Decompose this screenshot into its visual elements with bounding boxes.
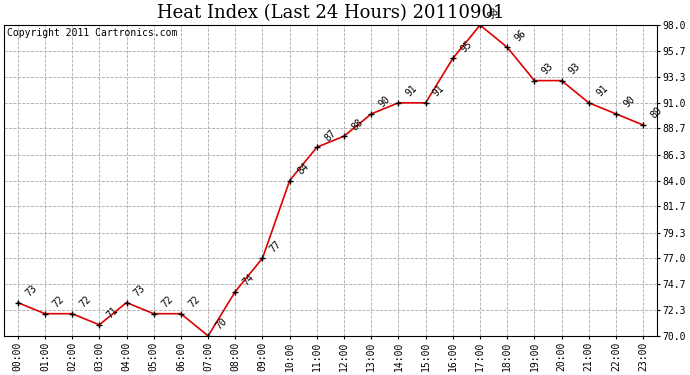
Text: 73: 73 [132,283,148,298]
Text: 72: 72 [78,294,93,309]
Text: 91: 91 [594,83,610,99]
Text: 91: 91 [404,83,420,99]
Text: 72: 72 [159,294,175,309]
Text: Copyright 2011 Cartronics.com: Copyright 2011 Cartronics.com [8,28,178,38]
Text: 73: 73 [23,283,39,298]
Text: 93: 93 [540,61,555,76]
Text: 74: 74 [241,272,256,287]
Text: 89: 89 [649,105,664,121]
Text: 96: 96 [513,28,528,43]
Text: 72: 72 [186,294,202,309]
Title: Heat Index (Last 24 Hours) 20110901: Heat Index (Last 24 Hours) 20110901 [157,4,504,22]
Text: 72: 72 [50,294,66,309]
Text: 98: 98 [486,6,501,21]
Text: 93: 93 [567,61,582,76]
Text: 95: 95 [458,39,474,54]
Text: 71: 71 [105,305,120,321]
Text: 88: 88 [350,117,365,132]
Text: 90: 90 [622,94,637,110]
Text: 84: 84 [295,161,310,176]
Text: 77: 77 [268,238,284,254]
Text: 87: 87 [322,128,338,143]
Text: 70: 70 [214,316,229,332]
Text: 91: 91 [431,83,446,99]
Text: 90: 90 [377,94,392,110]
